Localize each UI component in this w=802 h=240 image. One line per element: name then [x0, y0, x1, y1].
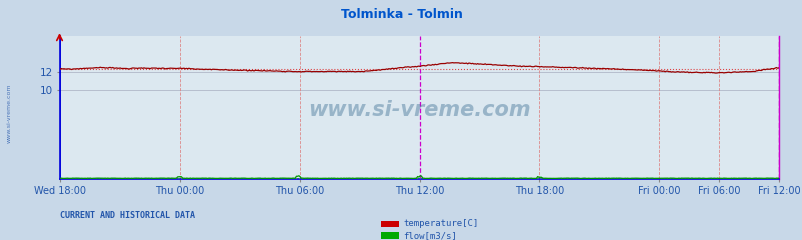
Text: www.si-vreme.com: www.si-vreme.com — [308, 100, 530, 120]
Text: CURRENT AND HISTORICAL DATA: CURRENT AND HISTORICAL DATA — [60, 211, 195, 220]
Text: flow[m3/s]: flow[m3/s] — [403, 231, 456, 240]
Text: Tolminka - Tolmin: Tolminka - Tolmin — [340, 8, 462, 21]
Text: www.si-vreme.com: www.si-vreme.com — [6, 83, 11, 143]
Text: temperature[C]: temperature[C] — [403, 219, 478, 228]
